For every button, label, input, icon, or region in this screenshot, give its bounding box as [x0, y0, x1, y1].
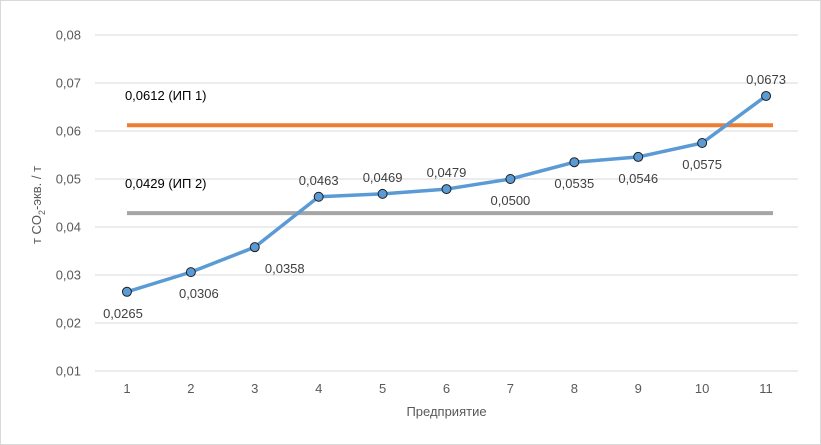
data-point	[505, 174, 516, 184]
data-point	[697, 138, 708, 148]
data-label: 0,0306	[179, 286, 219, 301]
x-tick-label: 10	[695, 381, 709, 396]
y-tick-label: 0,06	[56, 124, 81, 139]
x-tick-label: 7	[507, 381, 514, 396]
reference-line-label: 0,0612 (ИП 1)	[125, 88, 207, 103]
data-point	[633, 151, 644, 162]
x-axis-title: Предприятие	[406, 404, 486, 419]
data-point	[377, 188, 388, 199]
series	[121, 90, 772, 297]
gridlines	[95, 34, 798, 372]
y-tick-label: 0,04	[56, 220, 81, 235]
data-point	[313, 191, 324, 202]
data-point	[761, 90, 772, 101]
y-tick-label: 0,08	[56, 28, 81, 43]
x-tick-label: 8	[571, 381, 578, 396]
data-labels: 0,0265 0,0306 0,0358 0,0463 0,0469 0,0479 0,05…	[103, 72, 786, 321]
data-label: 0,0575	[682, 157, 722, 172]
x-tick-label: 9	[635, 381, 642, 396]
x-tick-label: 11	[759, 381, 773, 396]
data-label: 0,0463	[299, 173, 339, 188]
data-label: 0,0479	[427, 165, 467, 180]
data-label: 0,0469	[363, 170, 403, 185]
data-label: 0,0265	[103, 306, 143, 321]
reference-line-label: 0,0429 (ИП 2)	[125, 176, 207, 191]
data-label: 0,0673	[746, 72, 786, 87]
y-axis-ticks: 0,01 0,02 0,03 0,04 0,05 0,06 0,07 0,08	[56, 28, 81, 379]
y-tick-label: 0,02	[56, 316, 81, 331]
y-axis-title-rest: -экв. / т	[29, 166, 44, 210]
x-tick-label: 3	[251, 381, 258, 396]
y-tick-label: 0,05	[56, 172, 81, 187]
reference-lines: 0,0612 (ИП 1) 0,0429 (ИП 2)	[125, 88, 774, 216]
data-point	[185, 267, 196, 278]
y-tick-label: 0,07	[56, 76, 81, 91]
x-tick-label: 4	[315, 381, 322, 396]
y-axis-title-sub: 2	[37, 210, 47, 215]
data-point	[121, 286, 132, 297]
y-tick-label: 0,03	[56, 268, 81, 283]
x-axis-ticks: 1 2 3 4 5 6 7 8 9 10 11	[123, 381, 772, 396]
x-tick-label: 2	[187, 381, 194, 396]
data-label: 0,0500	[491, 193, 531, 208]
y-axis-title: т CO2-экв. / т	[29, 166, 47, 244]
data-label: 0,0358	[265, 261, 305, 276]
data-point	[569, 157, 580, 168]
y-tick-label: 0,01	[56, 364, 81, 379]
x-tick-label: 6	[443, 381, 450, 396]
data-label: 0,0546	[618, 171, 658, 186]
data-point	[441, 184, 452, 195]
data-label: 0,0535	[554, 176, 594, 191]
x-tick-label: 1	[123, 381, 130, 396]
y-axis-title-main: т CO	[29, 215, 44, 244]
data-point	[249, 242, 260, 253]
x-tick-label: 5	[379, 381, 386, 396]
